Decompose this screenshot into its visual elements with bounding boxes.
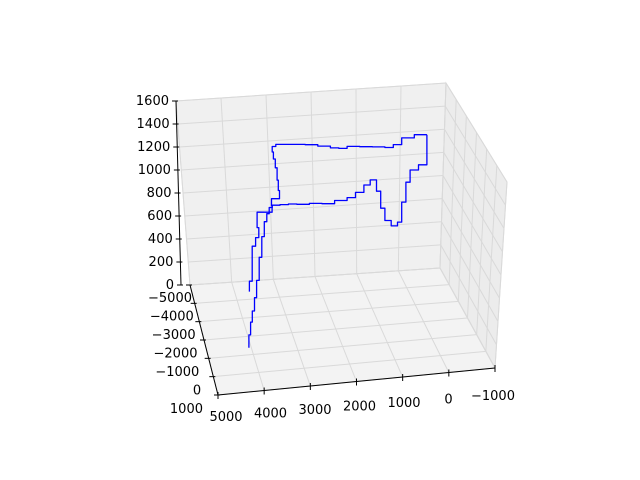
x-grid-line	[220, 97, 233, 283]
z-tick-label: 1600	[136, 94, 169, 109]
x-tick-label: 3000	[298, 403, 331, 418]
y-tick-label: −1000	[155, 365, 199, 380]
y-tick-label: −5000	[148, 291, 192, 306]
y-grid-line	[448, 99, 457, 285]
y-grid-line	[194, 284, 450, 304]
series-line	[248, 134, 428, 348]
x-tick-label: 5000	[209, 410, 242, 425]
y-tick-label: 0	[193, 384, 201, 399]
x-grid-line	[265, 94, 274, 280]
x-axis-ticks: 5000 4000 3000 2000 1000 0 −1000	[209, 365, 515, 425]
y-tick-label: −3000	[152, 328, 196, 343]
z-axis-ticks: 0 200 400 600 800 1000 1200 1400 1600	[136, 94, 183, 293]
z-tick-label: 800	[147, 186, 172, 201]
y-grid-line	[467, 132, 477, 319]
x-grid-line	[355, 88, 358, 274]
y-grid-line	[439, 82, 447, 269]
series-group	[248, 134, 428, 348]
z-tick-label: 0	[166, 278, 174, 293]
z-tick-label: 1200	[137, 140, 170, 155]
z-tick-label: 1400	[137, 117, 170, 132]
x-tick-label: −1000	[471, 389, 515, 404]
y-grid-line	[208, 334, 477, 359]
z-tick-label: 600	[147, 209, 172, 224]
grid	[175, 82, 508, 396]
y-grid-line	[199, 300, 459, 323]
x-tick-label: 0	[444, 393, 452, 408]
y-grid-line	[189, 267, 441, 286]
x-grid-line	[175, 100, 191, 286]
y-tick-label: 1000	[170, 402, 203, 417]
series-line	[248, 134, 427, 292]
x-tick-label: 2000	[343, 400, 376, 415]
z-tick-label: 400	[148, 232, 173, 247]
axes-panes	[175, 81, 508, 396]
x-tick-label: 1000	[387, 396, 420, 411]
y-grid-line	[203, 317, 468, 341]
x-tick-label: 4000	[254, 407, 287, 422]
y-grid-line	[457, 115, 467, 302]
y-tick-label: −4000	[150, 310, 194, 325]
y-axis-ticks: 1000 0 −1000 −2000 −3000 −4000 −5000	[148, 284, 220, 417]
y-grid-line	[213, 350, 486, 378]
y-grid-line	[476, 148, 488, 335]
y-tick-label: −2000	[154, 347, 198, 362]
x-grid-line	[397, 85, 402, 271]
z-tick-label: 200	[149, 255, 174, 270]
z-tick-label: 1000	[138, 163, 171, 178]
y-grid-line	[485, 165, 498, 352]
y-grid-line	[494, 181, 508, 369]
x-grid-line	[310, 91, 316, 277]
